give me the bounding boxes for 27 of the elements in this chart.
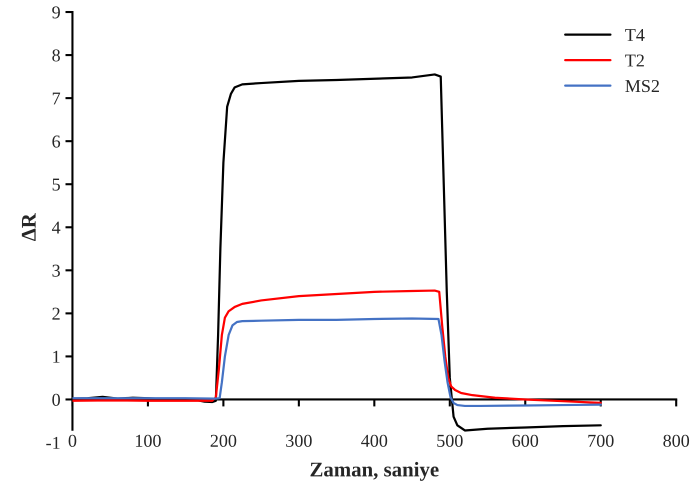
x-tick-label: 800 xyxy=(663,434,690,447)
x-tick-label: 200 xyxy=(210,434,236,447)
y-tick-label: 6 xyxy=(52,135,60,148)
y-tick-label: 4 xyxy=(52,222,60,234)
line-series xyxy=(72,317,602,408)
y-tick-label: -1 xyxy=(46,436,60,449)
y-tick-label: 0 xyxy=(52,394,60,406)
x-tick-label: 300 xyxy=(286,434,312,447)
legend-label: T2 xyxy=(625,54,644,66)
y-tick-label: 1 xyxy=(53,350,60,363)
y-tick-label: 9 xyxy=(52,6,60,18)
y-tick-label: 2 xyxy=(52,308,60,320)
line-series xyxy=(72,289,602,404)
x-tick-label: 0 xyxy=(68,434,76,447)
x-tick-label: 100 xyxy=(136,434,161,447)
y-tick-label: 5 xyxy=(52,178,60,191)
x-tick-label: 600 xyxy=(512,434,538,447)
y-tick-label: 3 xyxy=(52,264,60,277)
x-tick-label: 400 xyxy=(361,434,388,447)
y-axis-title: ΔR xyxy=(22,213,36,242)
legend-label: T4 xyxy=(625,29,645,41)
x-tick-label: 500 xyxy=(437,434,463,447)
y-tick-label: 8 xyxy=(52,49,60,62)
x-tick-label: 700 xyxy=(588,434,614,447)
legend-label: MS2 xyxy=(625,80,659,92)
x-axis-title: Zaman, saniye xyxy=(310,462,439,481)
y-tick-label: 7 xyxy=(52,92,60,104)
